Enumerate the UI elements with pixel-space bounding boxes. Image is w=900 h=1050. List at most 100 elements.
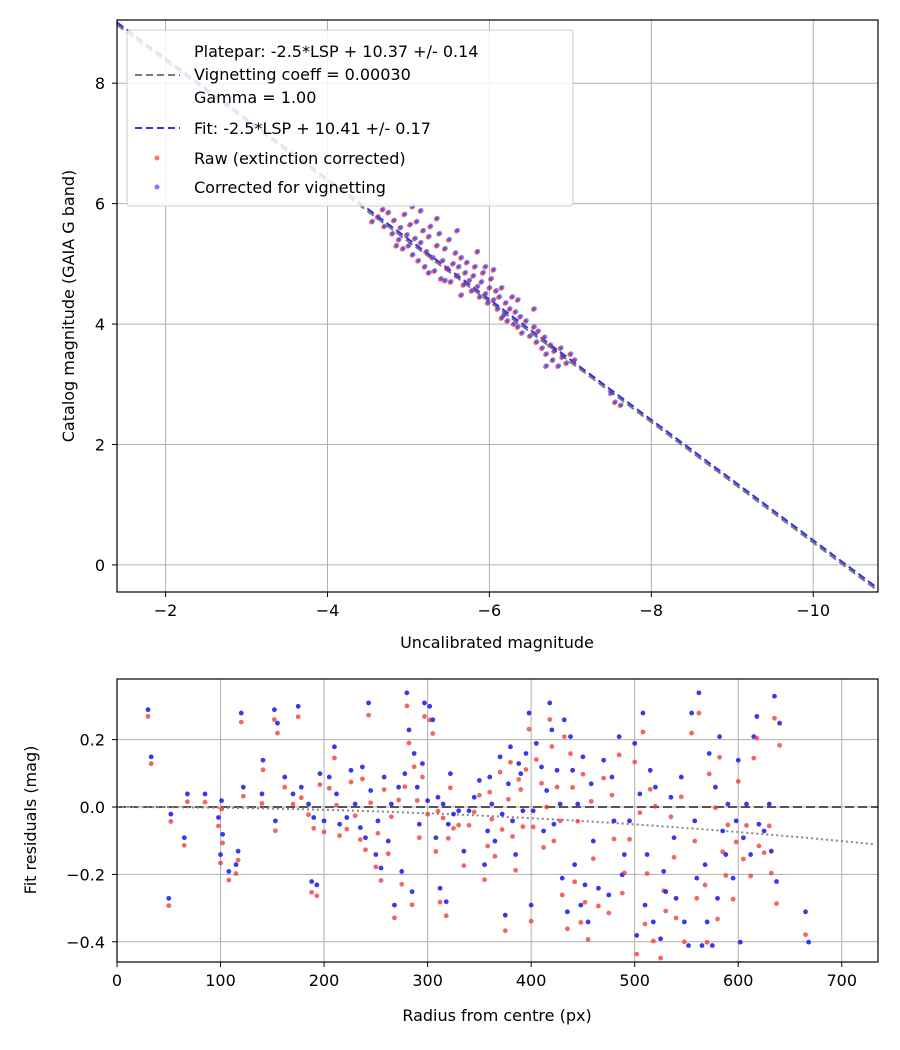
raw-residual-point <box>713 805 718 811</box>
raw-residual-point <box>373 864 379 870</box>
corrected-point <box>511 321 517 326</box>
raw-residual-point <box>611 836 617 842</box>
legend-corrected-marker <box>154 184 160 190</box>
raw-residual-point <box>404 703 410 709</box>
corrected-residual-point <box>730 875 736 881</box>
raw-residual-point <box>539 780 544 786</box>
corrected-residual-point <box>425 798 431 804</box>
corrected-point <box>461 282 467 287</box>
residuals-plot: 0 100 200 300 400 500 600 700 0.2 0.0 −0.2 −0.4 Ra… <box>21 678 879 1025</box>
corrected-residual-point <box>168 811 174 817</box>
corrected-residual-point <box>637 791 643 797</box>
corrected-residual-point <box>406 727 412 733</box>
corrected-residual-point <box>220 831 226 837</box>
corrected-residual-point <box>396 784 402 790</box>
corrected-residual-point <box>568 734 573 740</box>
corrected-residual-point <box>226 869 232 874</box>
corrected-residual-point <box>381 774 387 780</box>
corrected-point <box>497 294 503 299</box>
corrected-residual-point <box>520 808 526 814</box>
data-points <box>369 203 624 409</box>
corrected-residual-point <box>720 828 726 834</box>
corrected-residual-point <box>647 767 653 773</box>
corrected-residual-point <box>564 909 570 915</box>
raw-residual-point <box>582 899 588 905</box>
raw-residual-point <box>235 857 241 863</box>
corrected-point <box>505 318 511 323</box>
corrected-point <box>473 263 478 269</box>
raw-residual-point <box>445 835 451 841</box>
legend-fit-label: Fit: -2.5*LSP + 10.41 +/- 0.17 <box>194 119 431 138</box>
raw-residual-point <box>588 798 594 804</box>
corrected-point <box>494 288 499 293</box>
legend-platepar-label: Platepar: -2.5*LSP + 10.37 +/- 0.14 <box>194 42 478 61</box>
corrected-point <box>510 294 516 299</box>
raw-residual-point <box>433 849 439 854</box>
corrected-residual-point <box>443 899 449 905</box>
raw-residual-point <box>768 870 774 876</box>
corrected-point <box>499 315 505 320</box>
raw-residual-point <box>530 824 536 830</box>
corrected-point <box>437 230 443 236</box>
raw-residual-point <box>497 769 503 775</box>
raw-residual-point <box>357 837 363 842</box>
corrected-residual-point <box>402 771 408 777</box>
corrected-residual-point <box>652 784 658 790</box>
corrected-residual-point <box>352 801 358 807</box>
corrected-residual-point <box>218 852 223 857</box>
raw-residual-point <box>572 879 578 885</box>
raw-residual-point <box>326 785 332 791</box>
raw-residual-point <box>559 892 565 898</box>
x-tick-label: 400 <box>516 971 547 990</box>
corrected-residual-point <box>334 791 339 797</box>
raw-residual-point <box>425 811 431 817</box>
corrected-residual-point <box>392 902 397 908</box>
corrected-residual-point <box>357 825 363 831</box>
y-axis-ticks: 0 2 4 6 8 <box>95 74 117 575</box>
corrected-point <box>400 245 406 251</box>
corrected-residual-point <box>668 794 674 800</box>
corrected-point <box>398 224 404 230</box>
corrected-residual-point <box>681 919 687 925</box>
corrected-point <box>481 269 486 275</box>
raw-residual-point <box>337 833 343 839</box>
raw-residual-point <box>499 827 505 832</box>
raw-residual-point <box>715 916 720 922</box>
corrected-residual-point <box>166 895 172 901</box>
corrected-residual-point <box>650 919 656 925</box>
corrected-point <box>463 269 469 275</box>
raw-residual-point <box>233 871 239 876</box>
raw-residual-point <box>681 939 687 945</box>
raw-residual-point <box>526 726 532 732</box>
corrected-residual-point <box>461 848 467 854</box>
corrected-residual-point <box>547 700 553 706</box>
raw-residual-point <box>704 939 710 945</box>
x-axis-label: Radius from centre (px) <box>402 1006 591 1025</box>
corrected-point <box>503 300 509 305</box>
corrected-residual-point <box>456 808 462 814</box>
corrected-residual-point <box>699 943 705 948</box>
raw-residual-point <box>668 814 674 820</box>
corrected-residual-point <box>487 774 493 780</box>
corrected-point <box>386 209 392 215</box>
corrected-point <box>544 351 550 357</box>
corrected-residual-point <box>632 740 638 746</box>
corrected-residual-point <box>533 740 539 746</box>
raw-residual-point <box>650 938 656 944</box>
corrected-residual-point <box>282 774 288 780</box>
raw-residual-point <box>414 798 420 803</box>
corrected-point <box>440 257 446 263</box>
corrected-point <box>432 268 438 273</box>
x-axis-label: Uncalibrated magnitude <box>400 633 594 652</box>
corrected-point <box>402 211 408 217</box>
corrected-point <box>528 333 533 339</box>
raw-residual-point <box>644 871 650 876</box>
plot-frame <box>116 678 879 963</box>
raw-residual-point <box>273 828 278 834</box>
corrected-residual-point <box>359 764 365 770</box>
legend-corrected-label: Corrected for vignetting <box>194 178 386 197</box>
corrected-residual-point <box>510 818 515 824</box>
corrected-residual-point <box>661 869 667 874</box>
corrected-residual-point <box>145 707 151 713</box>
corrected-point <box>483 291 489 296</box>
